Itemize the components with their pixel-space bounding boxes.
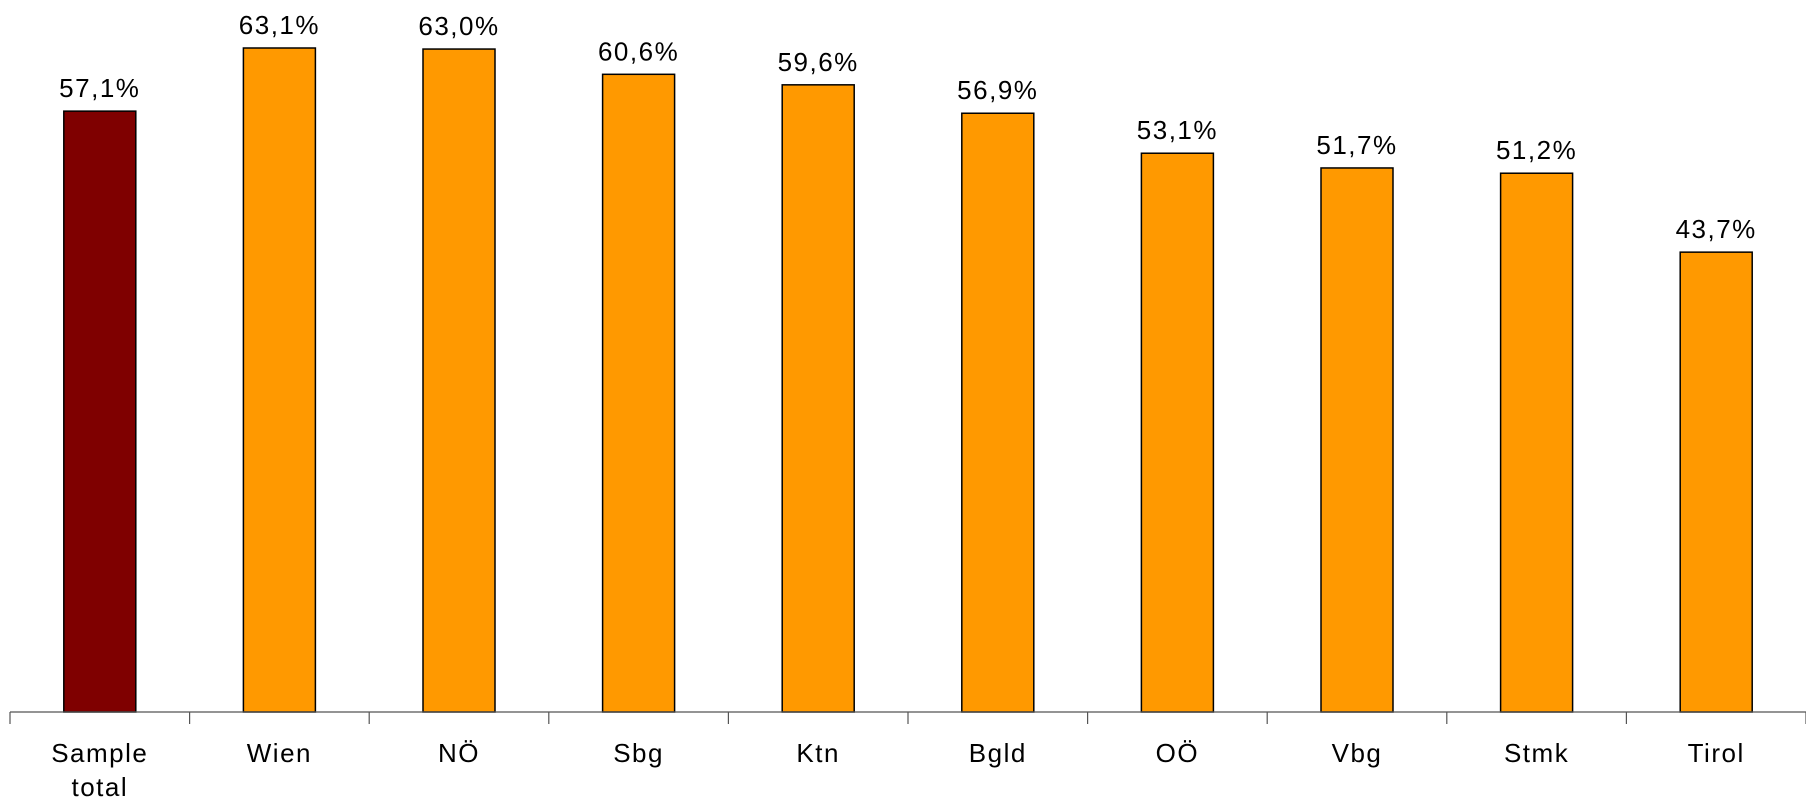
- bar: [781, 84, 855, 713]
- x-axis-category-label: Wien: [247, 738, 312, 768]
- bar: [1499, 172, 1574, 713]
- x-axis-category-label: NÖ: [438, 738, 480, 768]
- bar-value-label: 59,6%: [778, 47, 859, 77]
- bar: [1140, 152, 1215, 713]
- x-axis-category-label: Stmk: [1504, 738, 1569, 768]
- x-axis-category-label: Bgld: [969, 738, 1027, 768]
- bar: [601, 73, 676, 713]
- bar: [422, 48, 496, 713]
- x-axis-category-label: OÖ: [1156, 738, 1199, 768]
- bar: [63, 110, 137, 713]
- bar-value-label: 63,1%: [239, 10, 320, 40]
- bar-value-label: 51,2%: [1496, 135, 1577, 165]
- x-axis-category-label: total: [71, 772, 128, 802]
- x-axis-category-label: Tirol: [1688, 738, 1745, 768]
- bar: [961, 112, 1035, 713]
- x-axis-category-label: Vbg: [1332, 738, 1383, 768]
- bars: [63, 47, 1753, 713]
- x-axis-ticks: [9, 712, 1806, 724]
- x-axis-category-labels: Sample total Wien NÖ Sbg Ktn Bgld OÖ Vbg Stmk Tiro…: [51, 738, 1745, 802]
- bar: [242, 47, 317, 713]
- bar-value-label: 63,0%: [418, 11, 499, 41]
- bar: [1679, 251, 1753, 713]
- x-axis-category-label: Sample: [51, 738, 148, 768]
- x-axis-category-label: Sbg: [613, 738, 664, 768]
- bar-value-label: 43,7%: [1676, 214, 1757, 244]
- bar-value-label: 56,9%: [957, 75, 1038, 105]
- bar-value-label: 51,7%: [1316, 130, 1397, 160]
- bar-value-labels: 57,1% 63,1% 63,0% 60,6% 59,6% 56,9% 53,1% 51,7%…: [59, 10, 1757, 244]
- bar-value-label: 53,1%: [1137, 115, 1218, 145]
- bar-value-label: 57,1%: [59, 73, 140, 103]
- bar: [1320, 167, 1394, 713]
- bar-value-label: 60,6%: [598, 36, 679, 66]
- x-axis-category-label: Ktn: [796, 738, 840, 768]
